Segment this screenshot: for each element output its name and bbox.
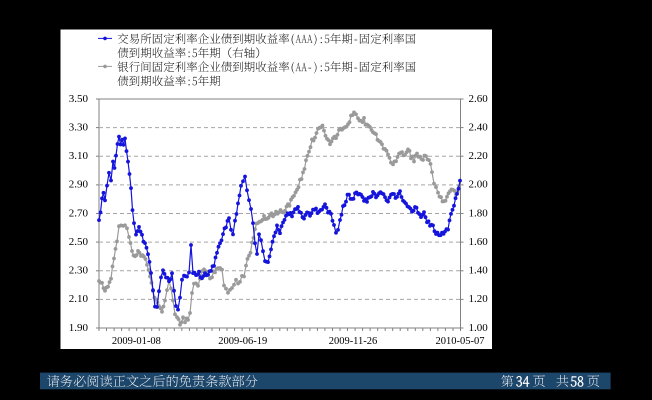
svg-text:2.50: 2.50 [69,236,89,248]
svg-text:2009-11-26: 2009-11-26 [329,336,378,347]
svg-text:2.30: 2.30 [69,265,89,277]
svg-text:2009-01-08: 2009-01-08 [112,336,161,347]
svg-text:1.40: 1.40 [469,265,489,277]
svg-text:3.30: 3.30 [69,121,89,133]
svg-text:2.70: 2.70 [69,207,89,219]
svg-text:1.60: 1.60 [469,236,489,248]
svg-text:2.20: 2.20 [469,150,489,162]
svg-text:2.10: 2.10 [69,293,89,305]
svg-text:2010-05-07: 2010-05-07 [436,336,485,347]
svg-text:1.20: 1.20 [469,293,489,305]
svg-text:1.00: 1.00 [469,322,489,334]
svg-text:2.60: 2.60 [469,93,489,105]
svg-text:2.00: 2.00 [469,179,489,191]
svg-text:2009-06-19: 2009-06-19 [218,336,267,347]
svg-text:2.90: 2.90 [69,179,89,191]
svg-text:2.40: 2.40 [469,121,489,133]
svg-text:1.80: 1.80 [469,207,489,219]
svg-text:1.90: 1.90 [69,322,89,334]
svg-text:3.10: 3.10 [69,150,89,162]
svg-text:3.50: 3.50 [69,93,89,105]
